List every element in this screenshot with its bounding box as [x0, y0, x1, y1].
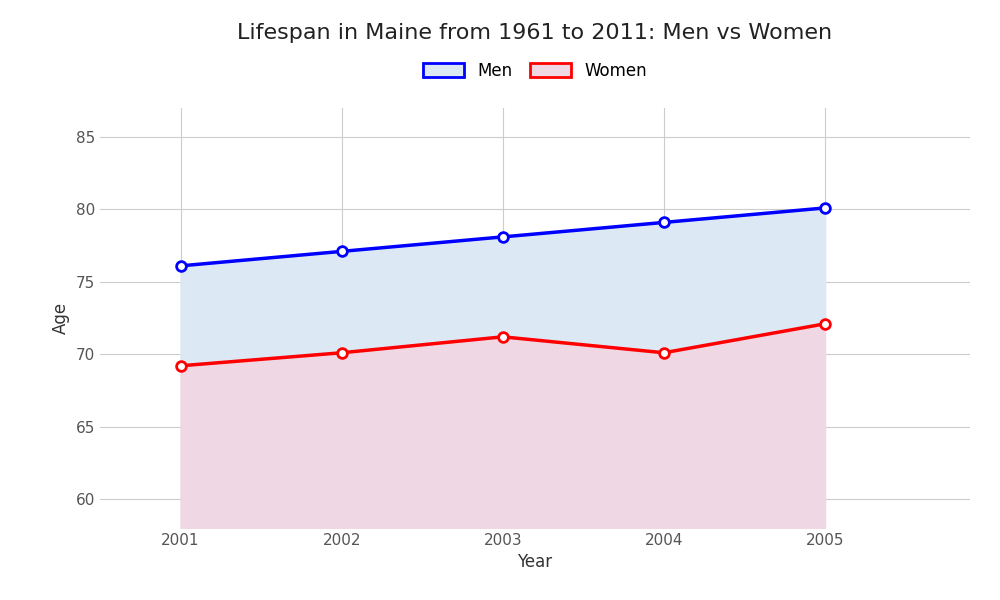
Title: Lifespan in Maine from 1961 to 2011: Men vs Women: Lifespan in Maine from 1961 to 2011: Men…	[237, 23, 833, 43]
X-axis label: Year: Year	[517, 553, 553, 571]
Legend: Men, Women: Men, Women	[423, 62, 647, 80]
Y-axis label: Age: Age	[52, 302, 70, 334]
